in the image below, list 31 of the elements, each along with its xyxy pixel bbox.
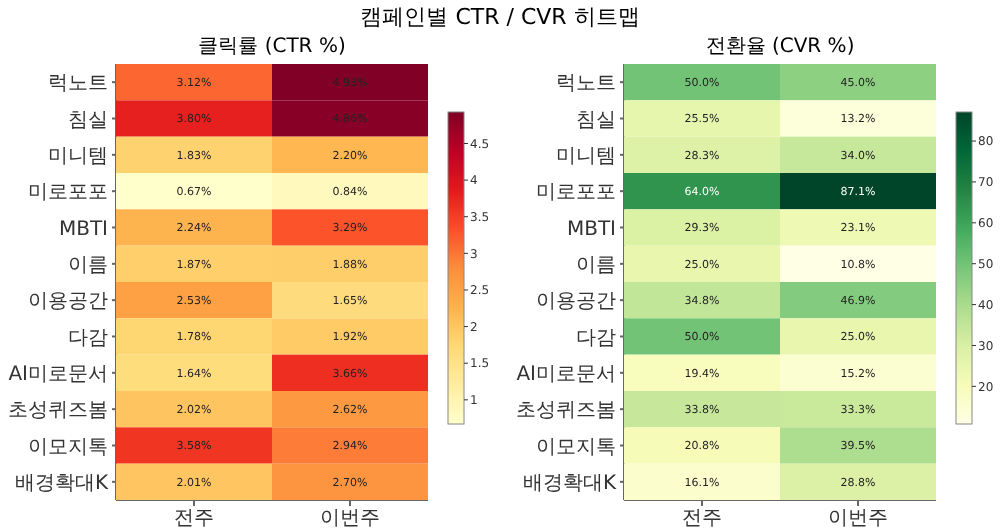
y-tick-label: 침실 — [68, 109, 108, 132]
y-tick-label: 다감 — [576, 327, 616, 350]
y-tick-label: 미니템 — [48, 145, 108, 168]
x-tick-label: 전주 — [174, 508, 214, 531]
y-tick-label: 이모지톡 — [536, 436, 616, 459]
text: 캠페인별 CTR / CVR 히트맵 — [358, 2, 642, 32]
y-tick-label: 럭노트 — [48, 73, 108, 96]
y-tick-label: MBTI — [566, 218, 616, 241]
y-tick-label: 배경확대K — [14, 472, 109, 495]
y-tick-label: AI미로문서 — [516, 363, 616, 386]
y-tick-label: 미니템 — [556, 145, 616, 168]
y-tick-label: 이용공간 — [28, 291, 108, 314]
y-tick-label: 배경확대K — [522, 472, 617, 495]
y-tick-label: 초성퀴즈봄 — [516, 400, 616, 423]
y-tick-label: 미로포포 — [28, 182, 108, 205]
y-tick-label: MBTI — [58, 218, 108, 241]
y-tick-label: 미로포포 — [536, 182, 616, 205]
chart-title: 전환율 (CVR %) — [703, 34, 857, 60]
y-tick-label: 초성퀴즈봄 — [8, 400, 108, 423]
y-tick-label: 침실 — [576, 109, 616, 132]
chart-title: 클릭률 (CTR %) — [196, 34, 348, 60]
y-tick-label: 이름 — [68, 254, 108, 277]
y-tick-label: 이름 — [576, 254, 616, 277]
y-tick-label: 럭노트 — [556, 73, 616, 96]
x-tick-label: 전주 — [682, 508, 722, 531]
x-tick-label: 이번주 — [828, 508, 888, 531]
y-tick-label: AI미로문서 — [8, 363, 108, 386]
y-tick-label: 다감 — [68, 327, 108, 350]
y-tick-label: 이용공간 — [536, 291, 616, 314]
x-tick-label: 이번주 — [320, 508, 380, 531]
y-tick-label: 이모지톡 — [28, 436, 108, 459]
